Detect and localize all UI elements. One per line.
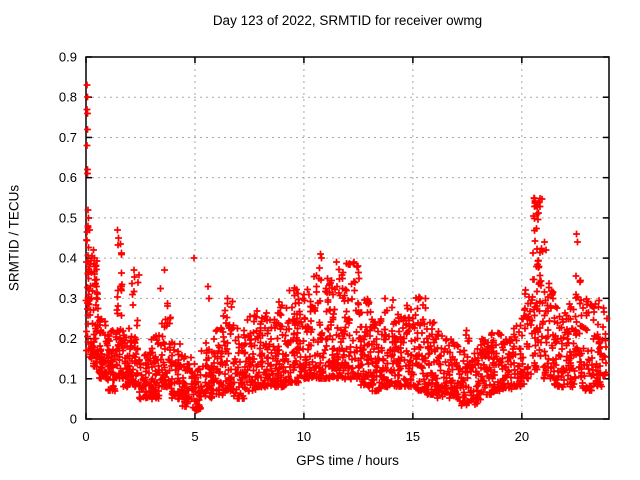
x-axis-label: GPS time / hours <box>296 453 399 468</box>
y-tick-label: 0.5 <box>59 210 77 225</box>
y-tick-label: 0.1 <box>59 371 77 386</box>
tick-labels: 0 0.1 0.2 0.3 0.4 0.5 0.6 0.7 0.8 0.9 0 5 10 15 20 <box>59 50 529 445</box>
y-tick-label: 0.3 <box>59 291 77 306</box>
y-tick-label: 0.6 <box>59 170 77 185</box>
y-tick-label: 0.7 <box>59 130 77 145</box>
x-tick-label: 20 <box>515 429 529 444</box>
data-points <box>82 81 611 414</box>
x-tick-label: 0 <box>82 429 89 444</box>
y-tick-label: 0.8 <box>59 90 77 105</box>
chart-title: Day 123 of 2022, SRMTID for receiver owm… <box>212 13 483 28</box>
x-tick-label: 5 <box>191 429 198 444</box>
x-tick-label: 15 <box>406 429 420 444</box>
x-tick-label: 10 <box>297 429 311 444</box>
y-tick-label: 0.9 <box>59 50 77 65</box>
y-tick-label: 0.2 <box>59 331 77 346</box>
tick-marks <box>85 56 609 420</box>
y-tick-label: 0 <box>70 412 77 427</box>
y-tick-label: 0.4 <box>59 251 77 266</box>
